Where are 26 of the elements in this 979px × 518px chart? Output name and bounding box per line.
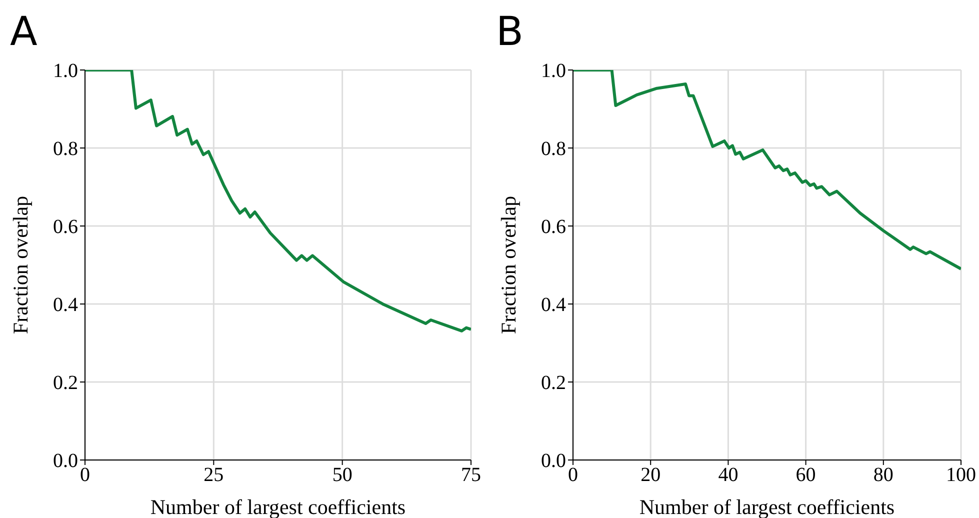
x-tick-label: 25 bbox=[204, 464, 224, 486]
x-tick-label: 80 bbox=[873, 464, 894, 486]
x-tick-label: 50 bbox=[332, 464, 352, 486]
y-tick-label: 1.0 bbox=[53, 60, 78, 82]
x-tick-label: 0 bbox=[80, 464, 90, 486]
y-tick-label: 0.4 bbox=[541, 294, 566, 316]
y-tick-label: 0.0 bbox=[53, 450, 78, 472]
y-tick-label: 0.2 bbox=[541, 372, 566, 394]
y-tick-label: 0.8 bbox=[53, 138, 78, 160]
x-tick-label: 75 bbox=[461, 464, 481, 486]
chart-title: B bbox=[496, 8, 524, 56]
y-tick-label: 0.6 bbox=[53, 216, 78, 238]
chart-title: A bbox=[10, 8, 38, 56]
y-tick-label: 0.8 bbox=[541, 138, 566, 160]
x-tick-label: 0 bbox=[568, 464, 578, 486]
x-tick-label: 100 bbox=[946, 464, 976, 486]
x-tick-label: 40 bbox=[718, 464, 738, 486]
y-tick-label: 0.2 bbox=[53, 372, 78, 394]
y-tick-label: 0.0 bbox=[541, 450, 566, 472]
x-tick-label: 20 bbox=[640, 464, 661, 486]
y-tick-label: 1.0 bbox=[541, 60, 566, 82]
y-axis-title: Fraction overlap bbox=[8, 196, 32, 334]
y-axis-title: Fraction overlap bbox=[496, 196, 520, 334]
y-tick-label: 0.6 bbox=[541, 216, 566, 238]
x-tick-label: 60 bbox=[796, 464, 816, 486]
y-tick-label: 0.4 bbox=[53, 294, 78, 316]
